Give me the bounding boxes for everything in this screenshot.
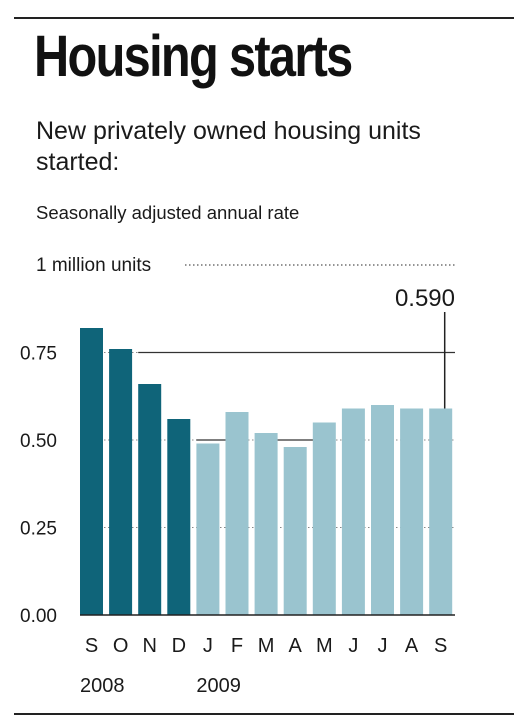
annotation-value: 0.590 — [395, 285, 455, 312]
x-tick-label-1: O — [113, 635, 129, 657]
bar-6 — [254, 433, 278, 615]
bar-3 — [167, 419, 191, 615]
bar-10 — [371, 405, 394, 615]
x-tick-label-4: J — [203, 635, 213, 657]
bar-8 — [312, 422, 336, 615]
x-tick-label-3: D — [172, 635, 186, 657]
x-tick-label-8: M — [316, 635, 333, 657]
x-tick-label-6: M — [258, 635, 275, 657]
bar-9 — [341, 408, 365, 615]
x-tick-label-0: S — [85, 635, 98, 657]
year-label-2009: 2009 — [196, 675, 241, 697]
x-tick-label-12: S — [434, 635, 447, 657]
bar-12 — [429, 408, 453, 615]
bar-0 — [80, 328, 103, 615]
top-rule — [14, 17, 514, 19]
bar-7 — [283, 447, 307, 615]
x-tick-label-11: A — [405, 635, 419, 657]
y-tick-label-0: 0.75 — [20, 344, 57, 365]
bar-5 — [225, 412, 249, 615]
year-label-2008: 2008 — [80, 675, 125, 697]
bar-11 — [400, 408, 424, 615]
x-tick-label-10: J — [378, 635, 388, 657]
top-unit-label: 1 million units — [36, 255, 151, 276]
y-tick-label-1: 0.50 — [20, 431, 57, 452]
bar-2 — [138, 384, 162, 615]
bar-1 — [109, 349, 133, 615]
bar-4 — [196, 443, 220, 615]
bottom-rule — [14, 713, 514, 715]
chart-note: Seasonally adjusted annual rate — [36, 202, 300, 223]
chart-subtitle: New privately owned housing units starte… — [36, 117, 421, 176]
chart-title: Housing starts — [34, 24, 353, 89]
y-tick-label-2: 0.25 — [20, 519, 57, 540]
x-tick-label-2: N — [142, 635, 156, 657]
y-tick-label-3: 0.00 — [20, 606, 57, 627]
x-tick-label-7: A — [289, 635, 303, 657]
x-tick-label-9: J — [348, 635, 358, 657]
x-tick-label-5: F — [231, 635, 243, 657]
